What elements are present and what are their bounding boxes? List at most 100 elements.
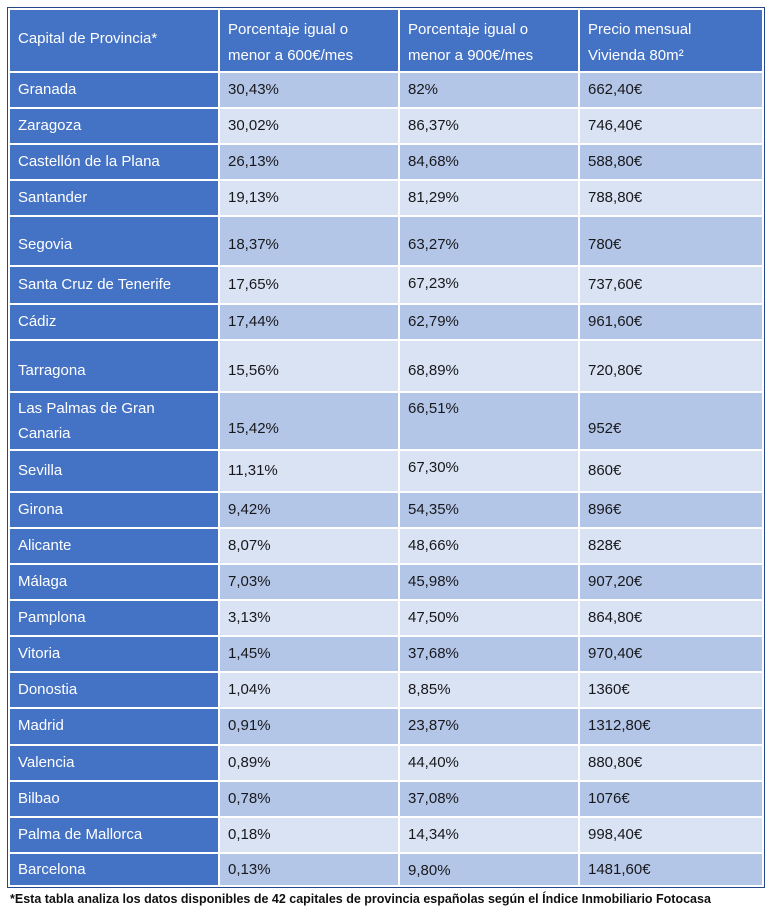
capital-cell: Granada (8, 70, 220, 109)
price-cell: 1481,60€ (578, 851, 764, 888)
price-cell: 828€ (578, 526, 764, 565)
table-row: Málaga 7,03% 45,98% 907,20€ (8, 562, 764, 601)
pct900-cell: 48,66% (398, 526, 580, 565)
header-row: Capital de Provincia* Porcentaje igual o … (8, 8, 764, 73)
pct900-cell: 54,35% (398, 490, 580, 529)
table-row: Donostia 1,04% 8,85% 1360€ (8, 670, 764, 709)
capital-cell: Tarragona (8, 338, 220, 393)
footnote-text: *Esta tabla analiza los datos disponible… (10, 892, 711, 907)
pct600-cell: 7,03% (218, 562, 400, 601)
table-row: Bilbao 0,78% 37,08% 1076€ (8, 779, 764, 818)
pct600-cell: 0,78% (218, 779, 400, 818)
pct600-cell: 11,31% (218, 448, 400, 493)
table-row: Santander 19,13% 81,29% 788,80€ (8, 178, 764, 217)
price-cell: 588,80€ (578, 142, 764, 181)
price-cell: 1312,80€ (578, 706, 764, 746)
table-row: Castellón de la Plana 26,13% 84,68% 588,80€ (8, 142, 764, 181)
price-cell: 780€ (578, 214, 764, 267)
capital-cell: Valencia (8, 743, 220, 782)
pct900-cell: 82% (398, 70, 580, 109)
pct600-cell: 9,42% (218, 490, 400, 529)
table-row: Barcelona 0,13% 9,80% 1481,60€ (8, 851, 764, 888)
price-cell: 1076€ (578, 779, 764, 818)
pct600-cell: 15,56% (218, 338, 400, 393)
rental-affordability-table: Capital de Provincia* Porcentaje igual o … (7, 6, 765, 889)
pct900-cell: 86,37% (398, 106, 580, 145)
capital-cell: Donostia (8, 670, 220, 709)
pct600-cell: 0,91% (218, 706, 400, 746)
capital-cell: Sevilla (8, 448, 220, 493)
pct600-cell: 19,13% (218, 178, 400, 217)
pct600-cell: 8,07% (218, 526, 400, 565)
capital-cell: Madrid (8, 706, 220, 746)
table-row: Santa Cruz de Tenerife 17,65% 67,23% 737,60… (8, 264, 764, 305)
table-row: Zaragoza 30,02% 86,37% 746,40€ (8, 106, 764, 145)
capital-cell: Bilbao (8, 779, 220, 818)
pct600-cell: 3,13% (218, 598, 400, 637)
price-cell: 998,40€ (578, 815, 764, 854)
pct600-cell: 26,13% (218, 142, 400, 181)
price-cell: 788,80€ (578, 178, 764, 217)
capital-cell: Girona (8, 490, 220, 529)
pct600-cell: 0,18% (218, 815, 400, 854)
price-cell: 860€ (578, 448, 764, 493)
table-row: Madrid 0,91% 23,87% 1312,80€ (8, 706, 764, 746)
pct900-cell: 9,80% (398, 851, 580, 888)
capital-cell: Segovia (8, 214, 220, 267)
price-cell: 864,80€ (578, 598, 764, 637)
pct600-cell: 1,04% (218, 670, 400, 709)
column-header-1: Capital de Provincia* (8, 8, 220, 73)
table-row: Tarragona 15,56% 68,89% 720,80€ (8, 338, 764, 393)
table-row: Granada 30,43% 82% 662,40€ (8, 70, 764, 109)
pct600-cell: 1,45% (218, 634, 400, 673)
pct900-cell: 67,30% (398, 448, 580, 493)
table-row: Vitoria 1,45% 37,68% 970,40€ (8, 634, 764, 673)
table-row: Las Palmas de Gran Canaria 15,42% 66,51% 95… (8, 390, 764, 451)
pct900-cell: 67,23% (398, 264, 580, 305)
price-cell: 952€ (578, 390, 764, 451)
table-row: Girona 9,42% 54,35% 896€ (8, 490, 764, 529)
pct900-cell: 68,89% (398, 338, 580, 393)
table-row: Sevilla 11,31% 67,30% 860€ (8, 448, 764, 493)
price-cell: 970,40€ (578, 634, 764, 673)
capital-cell: Pamplona (8, 598, 220, 637)
column-header-2: Porcentaje igual o menor a 600€/mes (218, 8, 400, 73)
pct900-cell: 14,34% (398, 815, 580, 854)
pct600-cell: 15,42% (218, 390, 400, 451)
pct900-cell: 84,68% (398, 142, 580, 181)
pct900-cell: 8,85% (398, 670, 580, 709)
pct600-cell: 17,44% (218, 302, 400, 341)
pct600-cell: 17,65% (218, 264, 400, 305)
capital-cell: Cádiz (8, 302, 220, 341)
price-cell: 1360€ (578, 670, 764, 709)
price-cell: 746,40€ (578, 106, 764, 145)
price-cell: 907,20€ (578, 562, 764, 601)
capital-cell: Las Palmas de Gran Canaria (8, 390, 220, 451)
table-row: Palma de Mallorca 0,18% 14,34% 998,40€ (8, 815, 764, 854)
capital-cell: Alicante (8, 526, 220, 565)
pct900-cell: 47,50% (398, 598, 580, 637)
capital-cell: Santa Cruz de Tenerife (8, 264, 220, 305)
pct900-cell: 44,40% (398, 743, 580, 782)
capital-cell: Castellón de la Plana (8, 142, 220, 181)
table-row: Cádiz 17,44% 62,79% 961,60€ (8, 302, 764, 341)
pct900-cell: 66,51% (398, 390, 580, 451)
capital-cell: Palma de Mallorca (8, 815, 220, 854)
pct600-cell: 0,89% (218, 743, 400, 782)
capital-cell: Santander (8, 178, 220, 217)
price-cell: 961,60€ (578, 302, 764, 341)
price-cell: 720,80€ (578, 338, 764, 393)
pct900-cell: 45,98% (398, 562, 580, 601)
pct900-cell: 81,29% (398, 178, 580, 217)
pct900-cell: 63,27% (398, 214, 580, 267)
pct900-cell: 23,87% (398, 706, 580, 746)
table-row: Valencia 0,89% 44,40% 880,80€ (8, 743, 764, 782)
table-body: Granada 30,43% 82% 662,40€ Zaragoza 30,02% 86,… (8, 70, 764, 888)
pct900-cell: 37,08% (398, 779, 580, 818)
table-row: Alicante 8,07% 48,66% 828€ (8, 526, 764, 565)
capital-cell: Málaga (8, 562, 220, 601)
table-row: Segovia 18,37% 63,27% 780€ (8, 214, 764, 267)
capital-cell: Zaragoza (8, 106, 220, 145)
pct900-cell: 62,79% (398, 302, 580, 341)
